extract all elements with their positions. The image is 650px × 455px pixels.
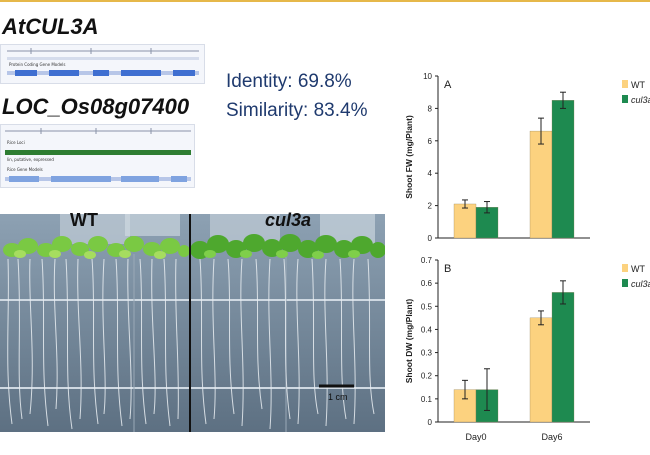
photo-label-wt: WT — [70, 210, 98, 230]
y-tick-label: 0.1 — [421, 395, 433, 404]
y-tick-label: 6 — [428, 137, 433, 146]
genome-browser-track-os08g07400 — [5, 128, 191, 182]
browser-track-label: Protein Coding Gene Models — [9, 62, 66, 67]
gene-title-atcul3a: AtCUL3A — [2, 14, 99, 39]
y-axis-label: Shoot FW (mg/Plant) — [404, 115, 414, 199]
y-tick-label: 0 — [428, 418, 433, 427]
y-axis-label: Shoot DW (mg/Plant) — [404, 299, 414, 384]
bar-cul3a-day6 — [551, 100, 575, 239]
bar-wt-day6 — [529, 130, 553, 239]
legend-label-cul3a: cul3a — [631, 95, 650, 105]
panel-letter: A — [444, 79, 452, 91]
genome-browser-os08g07400: Rice Loci lin, putative, expressed Rice … — [0, 124, 195, 188]
y-tick-label: 10 — [423, 72, 432, 81]
panel-letter: B — [444, 263, 451, 275]
x-tick-label-day0: Day0 — [465, 432, 486, 442]
legend-swatch-wt — [622, 80, 628, 88]
legend-swatch-wt — [622, 264, 628, 272]
y-tick-label: 0.5 — [421, 302, 433, 311]
y-tick-label: 8 — [428, 104, 433, 113]
bar-wt-day0 — [453, 203, 477, 239]
scale-bar-label: 1 cm — [328, 392, 348, 402]
charts-container: 0 2 4 6 8 10 A Shoot FW (mg/Plant) WT cul3a 0 0.1 0.… — [400, 60, 650, 450]
legend-swatch-cul3a — [622, 95, 628, 103]
legend-label-wt: WT — [631, 80, 645, 90]
y-tick-label: 0.6 — [421, 279, 433, 288]
bar-cul3a-day6 — [551, 292, 575, 423]
genome-browser-track-atcul3a — [7, 48, 199, 76]
y-tick-label: 2 — [428, 202, 433, 211]
y-tick-label: 0 — [428, 234, 433, 243]
browser-track2-label: lin, putative, expressed — [7, 157, 54, 162]
browser-track3-label: Rice Gene Models — [7, 167, 43, 172]
similarity-text: Similarity: 83.4% — [226, 100, 368, 121]
photo-label-cul3a: cul3a — [265, 210, 312, 230]
legend-label-wt: WT — [631, 264, 645, 274]
legend-label-cul3a: cul3a — [631, 279, 650, 289]
legend-swatch-cul3a — [622, 279, 628, 287]
y-tick-label: 0.7 — [421, 256, 433, 265]
gene-title-os08g07400: LOC_Os08g07400 — [2, 94, 190, 119]
top-accent-line — [0, 0, 650, 2]
identity-text: Identity: 69.8% — [226, 71, 352, 92]
seedling-photo — [0, 214, 385, 432]
y-tick-label: 0.3 — [421, 349, 433, 358]
y-tick-label: 4 — [428, 169, 433, 178]
seedling-photo-drawing — [0, 214, 385, 432]
x-tick-label-day6: Day6 — [541, 432, 562, 442]
bar-wt-day6 — [529, 317, 553, 423]
browser-track1-label: Rice Loci — [7, 140, 25, 145]
genome-browser-atcul3a: Protein Coding Gene Models — [0, 44, 205, 84]
bar-charts: 0 2 4 6 8 10 A Shoot FW (mg/Plant) WT cul3a 0 0.1 0.… — [404, 72, 650, 442]
y-tick-label: 0.2 — [421, 372, 433, 381]
y-tick-label: 0.4 — [421, 325, 433, 334]
